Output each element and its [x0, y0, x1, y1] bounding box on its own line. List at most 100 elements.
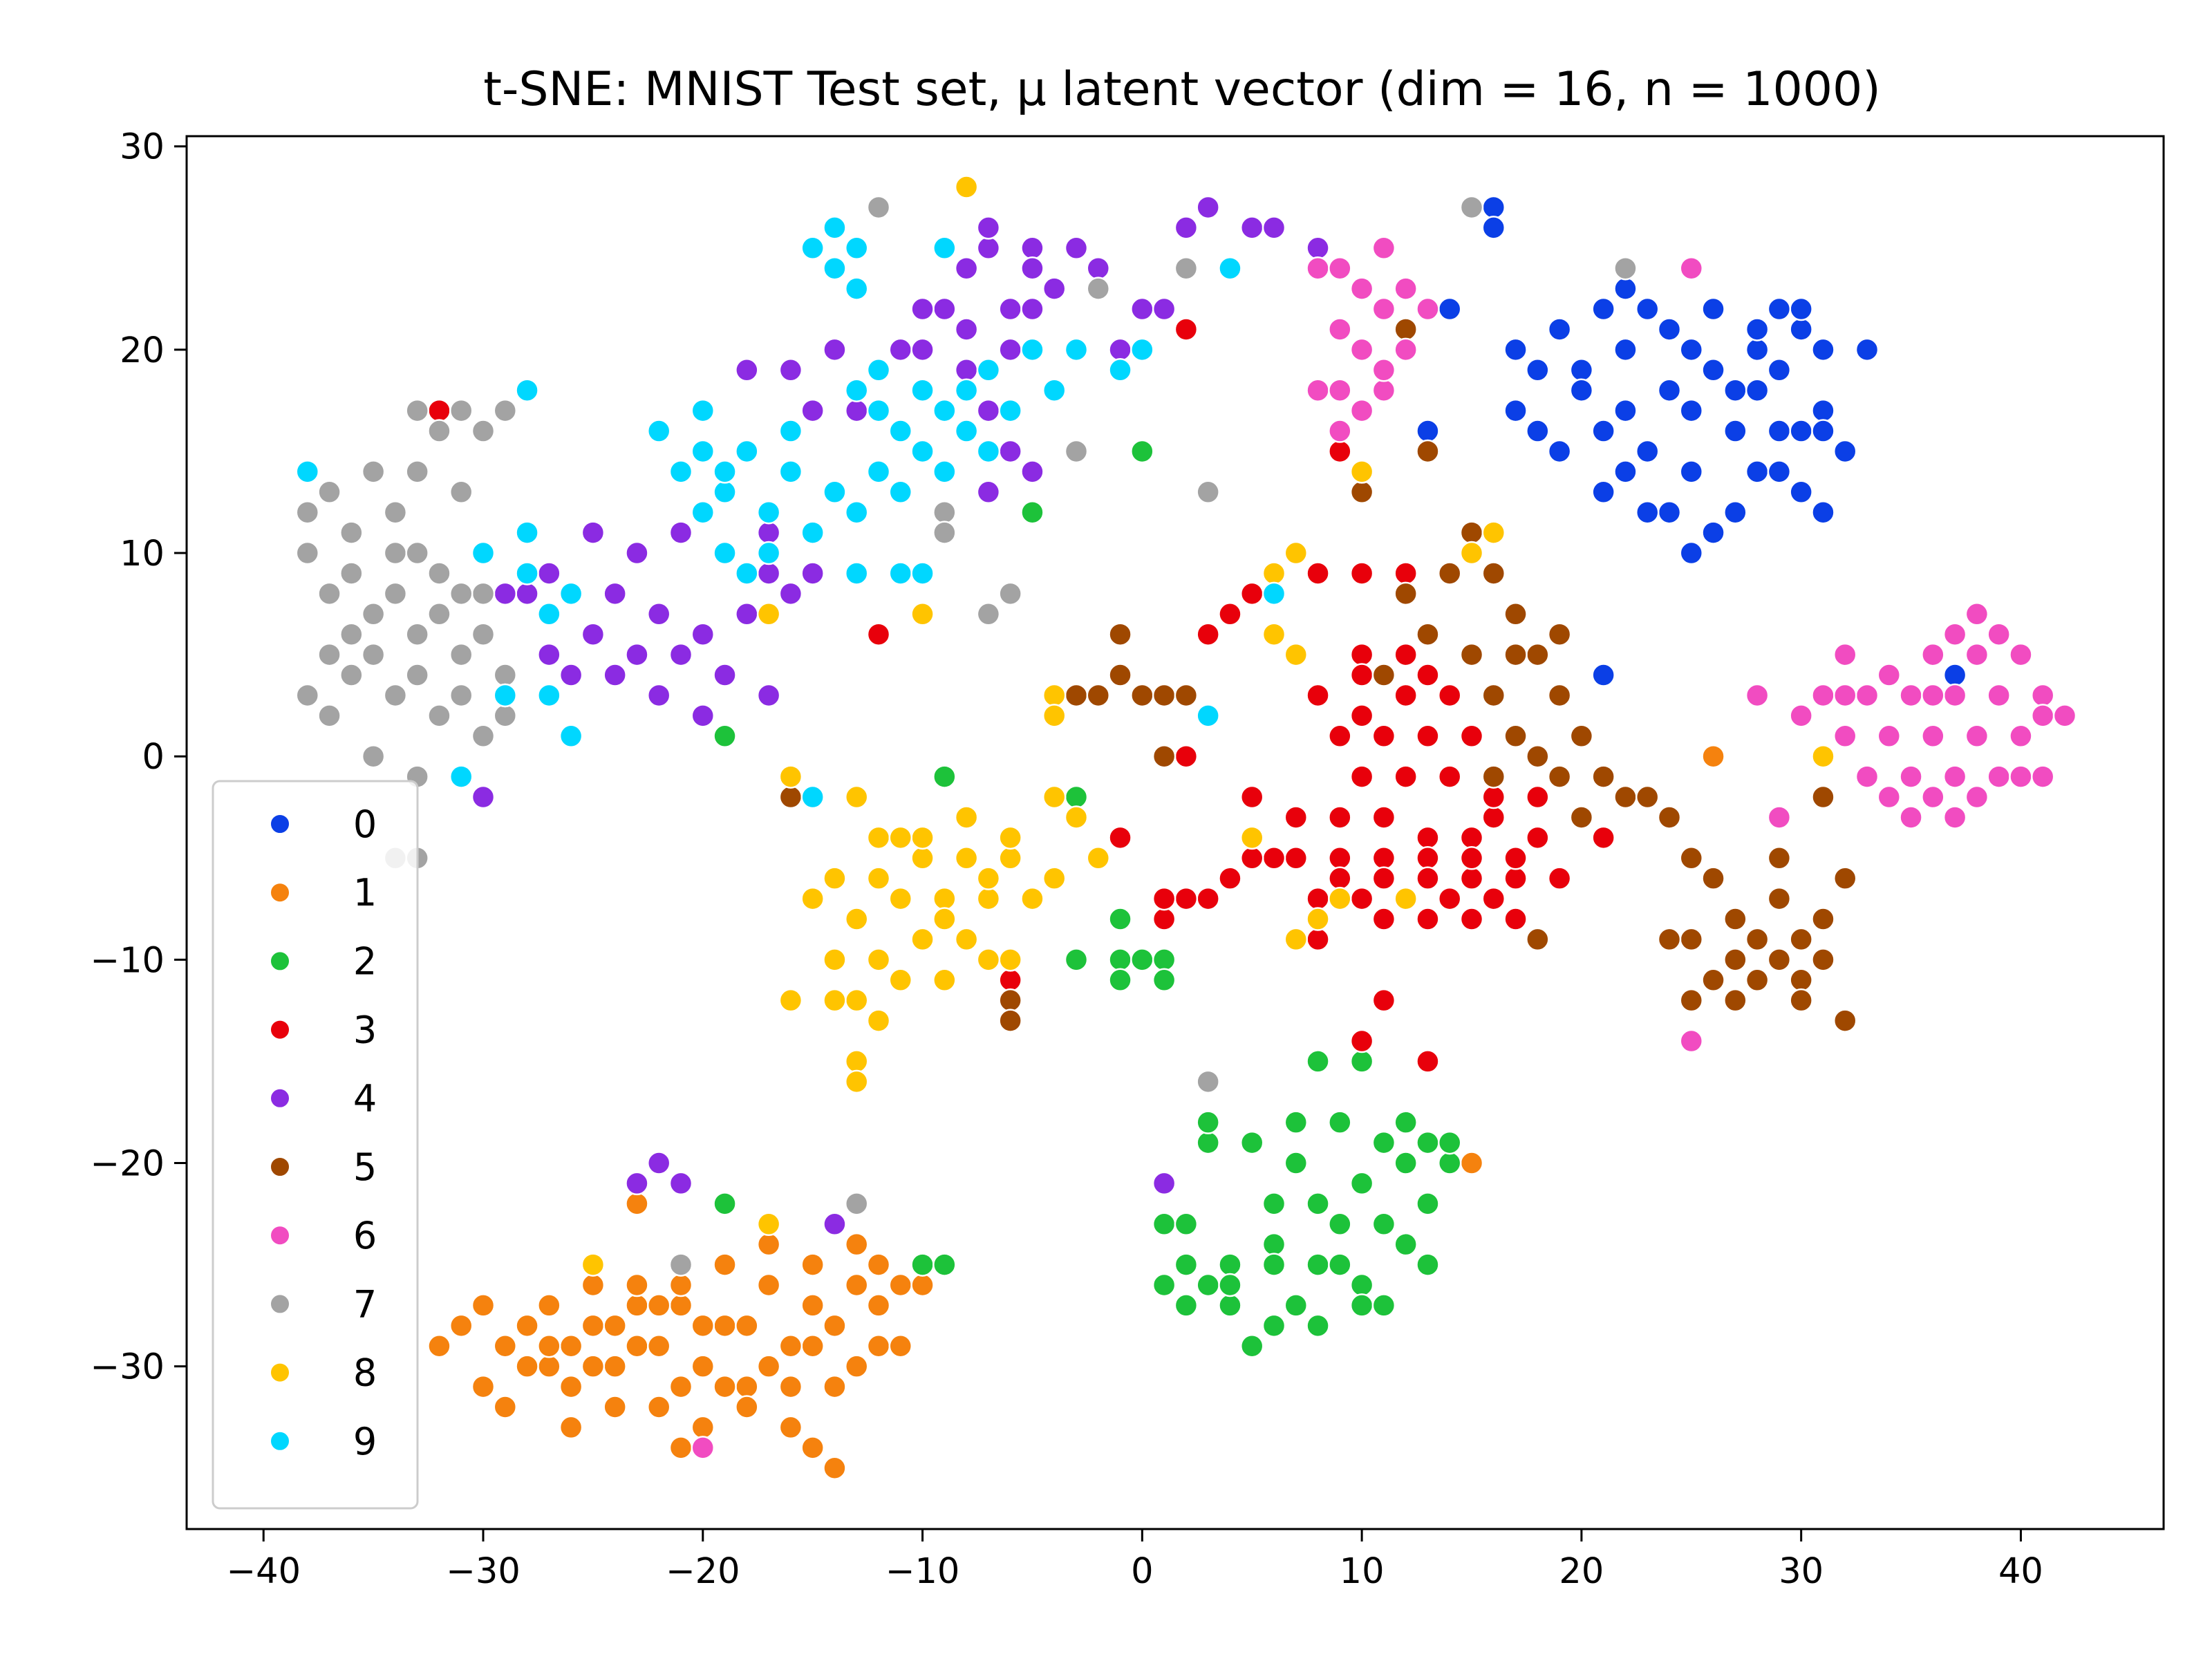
legend-item-9: 9	[270, 1420, 377, 1463]
point	[1942, 683, 1967, 708]
legend-marker	[270, 814, 290, 834]
point	[1306, 256, 1330, 281]
point	[1965, 785, 1989, 809]
point	[888, 561, 913, 585]
point	[668, 1436, 693, 1460]
point	[1394, 642, 1418, 667]
point	[691, 439, 715, 464]
point	[625, 1293, 649, 1318]
point	[1547, 317, 1572, 341]
point	[1416, 866, 1440, 890]
point	[1789, 927, 1813, 952]
point	[735, 602, 759, 626]
point	[1416, 439, 1440, 464]
point	[405, 460, 429, 484]
point	[1152, 948, 1177, 972]
point	[361, 460, 386, 484]
point	[449, 1313, 474, 1338]
point	[735, 561, 759, 585]
point	[1020, 337, 1044, 362]
point	[1328, 1110, 1352, 1134]
point	[932, 765, 957, 789]
point	[295, 683, 320, 708]
point	[1328, 378, 1352, 402]
point	[1811, 744, 1835, 769]
point	[954, 358, 979, 382]
point	[1042, 276, 1067, 301]
point	[537, 602, 561, 626]
legend-marker	[270, 1087, 290, 1109]
point	[1635, 785, 1660, 809]
legend-item-3: 3	[270, 1009, 377, 1052]
point	[1481, 785, 1506, 809]
point	[888, 1273, 913, 1297]
point	[515, 521, 539, 545]
point	[471, 1293, 496, 1318]
point	[1306, 561, 1330, 585]
point	[1547, 622, 1572, 646]
point	[1328, 866, 1352, 890]
point	[1591, 480, 1615, 505]
point	[823, 1313, 847, 1338]
point	[1196, 622, 1220, 646]
legend-box	[212, 780, 419, 1510]
point	[954, 175, 979, 199]
point	[1239, 581, 1264, 606]
point	[1196, 1273, 1220, 1297]
point	[1591, 297, 1615, 321]
point	[361, 642, 386, 667]
point	[1086, 683, 1111, 708]
point	[844, 398, 869, 423]
point	[295, 460, 320, 484]
point	[1349, 480, 1374, 505]
point	[1349, 337, 1374, 362]
point	[1349, 1049, 1374, 1074]
legend-item-7: 7	[270, 1282, 377, 1326]
point	[361, 744, 386, 769]
point	[888, 1334, 913, 1358]
point	[778, 581, 803, 606]
point	[976, 948, 1001, 972]
point	[1459, 825, 1484, 850]
point	[1899, 805, 1923, 830]
point	[756, 561, 781, 585]
point	[954, 805, 979, 830]
x-tick-label: −20	[666, 1551, 740, 1592]
legend: 0 1 2 3 4 5 6 7 8 9	[212, 780, 419, 1510]
point	[405, 663, 429, 687]
point	[1020, 460, 1044, 484]
point	[1503, 398, 1528, 423]
point	[823, 988, 847, 1013]
point	[1284, 1293, 1309, 1318]
point	[1657, 805, 1682, 830]
point	[603, 663, 627, 687]
point	[976, 236, 1001, 261]
point	[998, 1009, 1022, 1033]
point	[1196, 1069, 1220, 1094]
point	[1306, 1049, 1330, 1074]
point	[1481, 805, 1506, 830]
point	[1789, 704, 1813, 728]
point	[1284, 805, 1309, 830]
point	[493, 683, 518, 708]
point	[1899, 765, 1923, 789]
point	[1064, 948, 1089, 972]
point	[1108, 968, 1132, 993]
point	[691, 622, 715, 646]
point	[866, 948, 891, 972]
point	[1349, 460, 1374, 484]
point	[1218, 256, 1242, 281]
point	[735, 358, 759, 382]
legend-marker	[270, 1225, 290, 1246]
point	[1328, 439, 1352, 464]
point	[1679, 256, 1704, 281]
point	[1394, 1151, 1418, 1175]
point	[1987, 765, 2011, 789]
series-3	[427, 317, 1615, 1074]
point	[844, 378, 869, 402]
point	[1745, 378, 1770, 402]
point	[1833, 683, 1857, 708]
point	[1723, 907, 1747, 931]
point	[1130, 337, 1154, 362]
point	[823, 948, 847, 972]
